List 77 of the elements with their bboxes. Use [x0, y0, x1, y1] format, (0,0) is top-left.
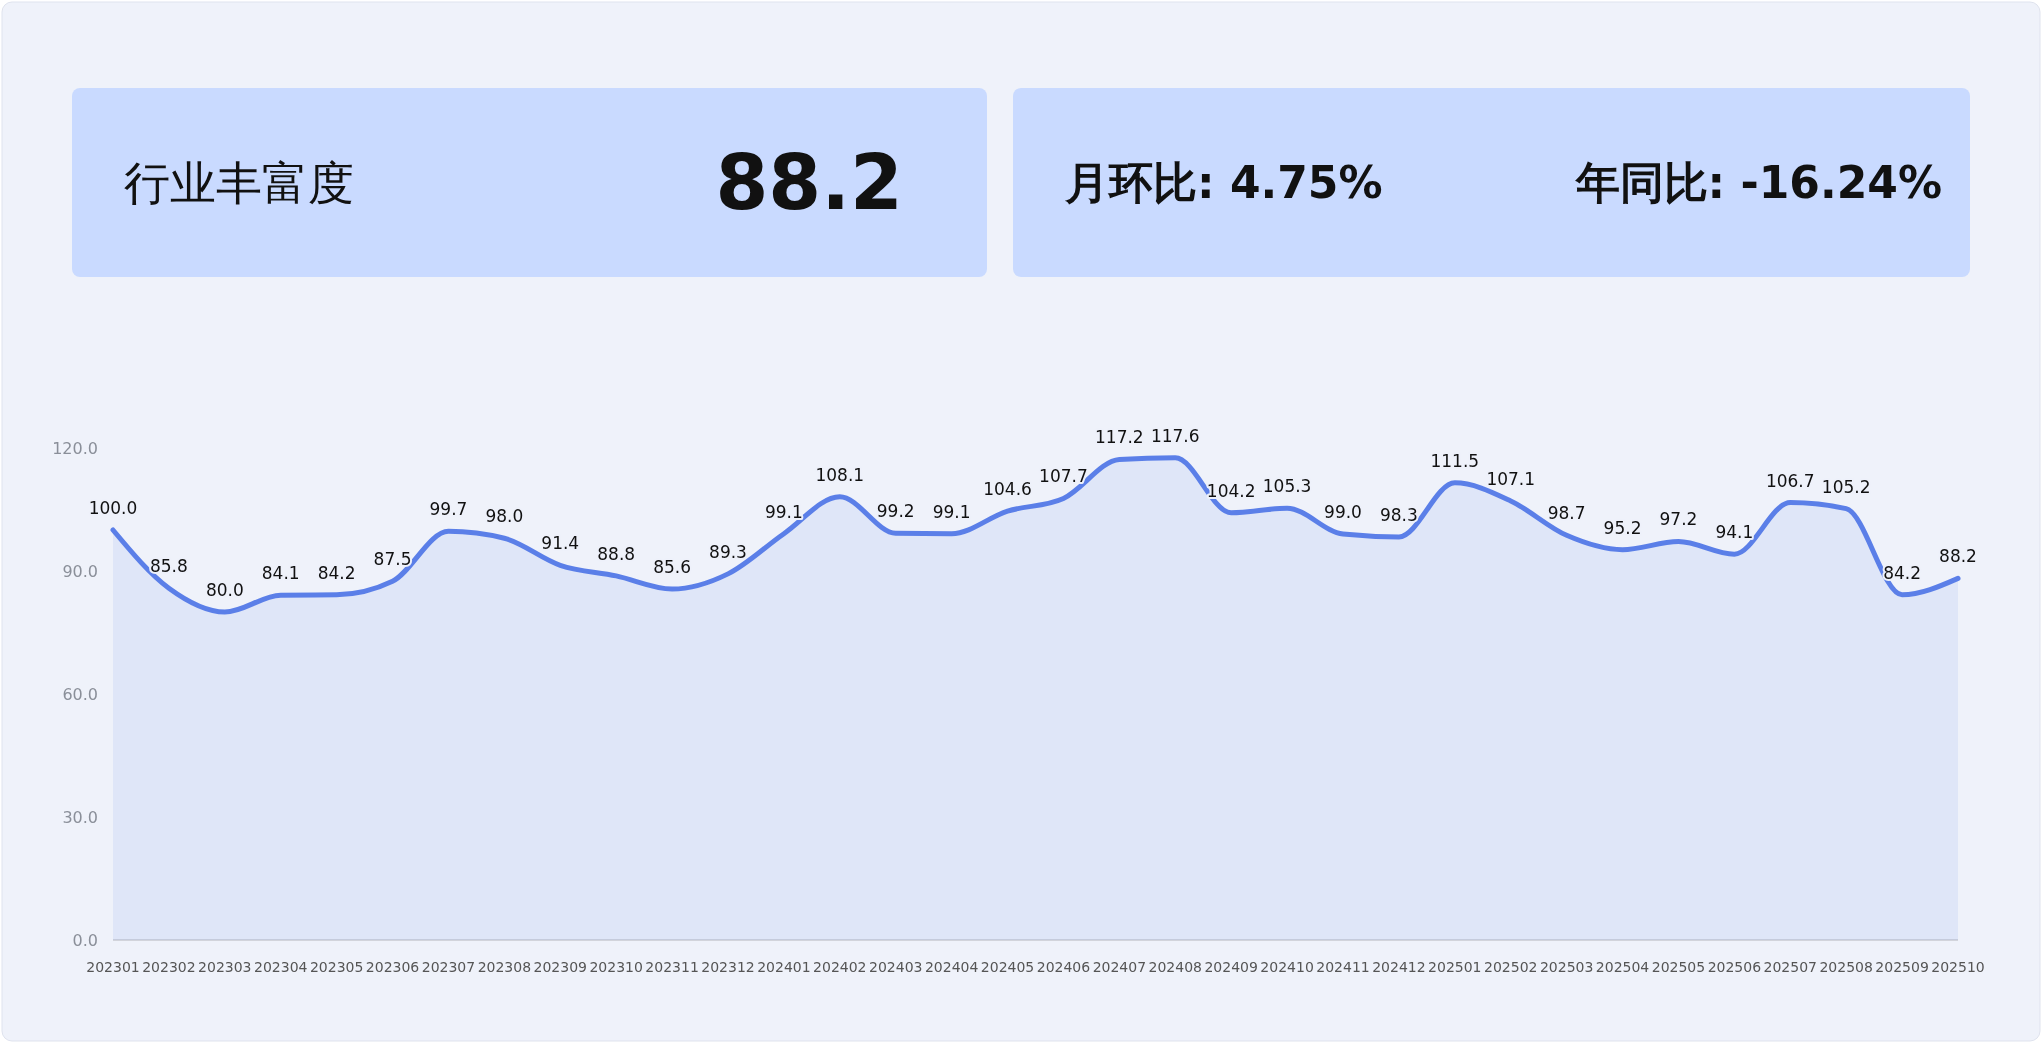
x-tick-label: 202303: [198, 959, 252, 975]
x-tick-label: 202304: [254, 959, 308, 975]
data-label: 97.2: [1659, 509, 1698, 530]
text: 月环比: 4.75%: [1064, 157, 1383, 208]
x-tick-label: 202311: [645, 959, 699, 975]
data-label: 99.0: [1324, 502, 1362, 523]
x-tick-label: 202504: [1595, 959, 1650, 975]
x-tick-label: 202402: [813, 959, 867, 975]
x-tick-label: 202412: [1372, 959, 1426, 975]
data-label: 117.2: [1095, 427, 1144, 448]
data-label: 104.6: [983, 479, 1032, 500]
x-tick-label: 202308: [477, 959, 532, 975]
x-tick-label: 202407: [1092, 959, 1147, 975]
y-tick-label: 90.0: [62, 561, 98, 581]
data-label: 98.0: [485, 506, 524, 527]
text: 行业丰富度: [124, 155, 354, 210]
x-tick-label: 202505: [1651, 959, 1706, 975]
data-label: 99.7: [429, 499, 468, 520]
x-tick-label: 202502: [1484, 959, 1538, 975]
data-label: 94.1: [1715, 522, 1754, 543]
x-tick-label: 202310: [589, 959, 643, 975]
data-label: 85.6: [653, 557, 692, 578]
data-label: 84.1: [261, 563, 300, 584]
y-tick-label: 120.0: [52, 438, 98, 458]
data-label: 84.2: [317, 562, 356, 583]
x-tick-label: 202404: [924, 959, 979, 975]
data-label: 91.4: [541, 533, 580, 554]
data-label: 88.2: [1939, 546, 1977, 567]
x-tick-label: 202307: [421, 959, 476, 975]
data-label: 85.8: [149, 556, 188, 577]
x-tick-label: 202302: [142, 959, 196, 975]
data-label: 106.7: [1765, 470, 1815, 491]
data-label: 95.2: [1603, 517, 1642, 538]
x-tick-label: 202306: [365, 959, 420, 975]
x-tick-label: 202305: [309, 959, 364, 975]
data-label: 99.2: [876, 501, 915, 522]
x-tick-label: 202510: [1931, 959, 1985, 975]
data-label: 105.3: [1262, 476, 1312, 497]
x-tick-label: 202409: [1204, 959, 1258, 975]
y-tick-label: 0.0: [72, 930, 98, 950]
data-label: 107.7: [1039, 466, 1088, 487]
x-tick-label: 202411: [1316, 959, 1370, 975]
data-label: 107.1: [1486, 468, 1536, 489]
x-tick-label: 202507: [1763, 959, 1817, 975]
x-tick-label: 202309: [533, 959, 587, 975]
x-tick-label: 202508: [1819, 959, 1873, 975]
data-label: 99.1: [932, 501, 971, 522]
data-label: 99.1: [764, 501, 803, 522]
y-tick-label: 60.0: [62, 684, 98, 704]
x-tick-label: 202401: [757, 959, 811, 975]
data-label: 88.8: [597, 543, 636, 564]
data-label: 108.1: [815, 464, 865, 485]
data-label: 98.3: [1379, 504, 1418, 525]
x-tick-label: 202405: [980, 959, 1035, 975]
data-label: 104.2: [1206, 480, 1256, 501]
x-tick-label: 202506: [1707, 959, 1762, 975]
data-label: 84.2: [1883, 562, 1922, 583]
text: 88.2: [715, 138, 903, 227]
data-label: 87.5: [373, 549, 412, 570]
x-tick-label: 202408: [1148, 959, 1202, 975]
y-tick-label: 30.0: [62, 807, 98, 827]
x-tick-label: 202406: [1036, 959, 1091, 975]
data-label: 111.5: [1430, 450, 1480, 471]
data-label: 117.6: [1150, 425, 1200, 446]
x-tick-label: 202501: [1428, 959, 1482, 975]
x-tick-label: 202410: [1260, 959, 1314, 975]
text: 年同比: -16.24%: [1574, 157, 1942, 208]
x-tick-label: 202301: [86, 959, 140, 975]
data-label: 100.0: [88, 498, 138, 518]
x-tick-label: 202503: [1539, 959, 1594, 975]
x-tick-label: 202312: [701, 959, 755, 975]
data-label: 89.3: [709, 541, 747, 562]
x-tick-label: 202403: [869, 959, 923, 975]
data-label: 80.0: [205, 580, 244, 600]
data-label: 98.7: [1547, 503, 1586, 524]
x-tick-label: 202509: [1875, 959, 1929, 975]
data-label: 105.2: [1821, 476, 1871, 497]
